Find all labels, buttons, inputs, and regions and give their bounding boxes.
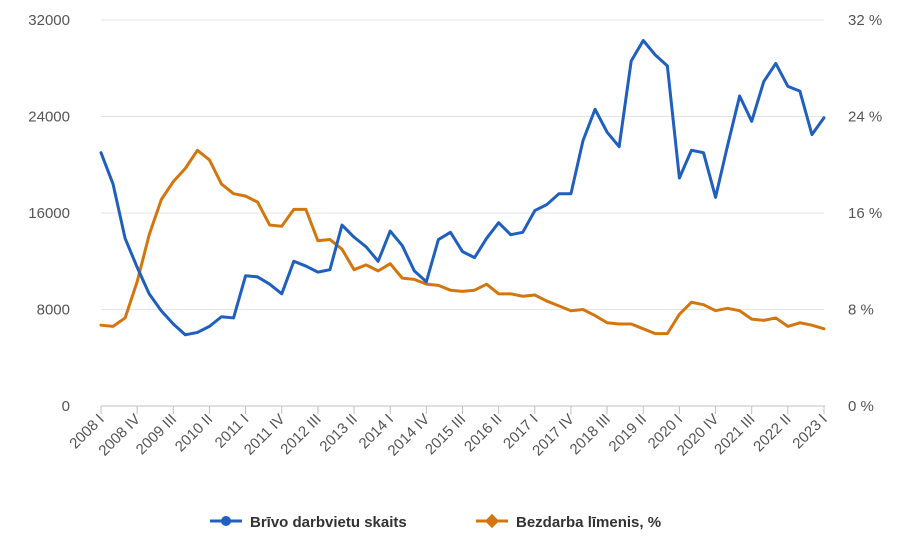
x-tick-label: 2016 II [461, 411, 505, 455]
left-tick-label: 32000 [28, 12, 70, 29]
right-tick-label: 0 % [848, 398, 874, 415]
gridlines [101, 19, 824, 310]
x-tick-label: 2018 III [567, 411, 614, 458]
legend-label-vacancies: Brīvo darbvietu skaits [250, 514, 407, 531]
legend-label-unemployment: Bezdarba līmenis, % [516, 514, 661, 531]
left-tick-label: 0 [62, 398, 70, 415]
series-line-vacancies[interactable] [99, 39, 826, 337]
left-axis-ticks: 0 8000 16000 24000 32000 [28, 12, 70, 415]
series-line-unemployment[interactable] [99, 148, 826, 336]
x-tick-label: 2021 III [711, 411, 758, 458]
x-tick-label: 2013 II [316, 411, 360, 455]
x-tick-label: 2010 II [172, 411, 216, 455]
legend-circle-marker [221, 516, 231, 526]
left-tick-label: 16000 [28, 205, 70, 222]
x-tick-label: 2019 II [606, 411, 650, 455]
legend-item-unemployment[interactable]: Bezdarba līmenis, % [476, 513, 661, 531]
x-tick-label: 2022 II [750, 411, 794, 455]
left-tick-label: 24000 [28, 109, 70, 126]
right-tick-label: 8 % [848, 302, 874, 319]
x-tick-label: 2012 III [277, 411, 324, 458]
right-axis-ticks: 0 % 8 % 16 % 24 % 32 % [848, 12, 882, 415]
x-tick-label: 2009 III [133, 411, 180, 458]
right-tick-label: 24 % [848, 109, 882, 126]
legend[interactable]: Brīvo darbvietu skaits Bezdarba līmenis,… [210, 513, 661, 531]
x-tick-label: 2023 I [789, 411, 831, 453]
legend-diamond-marker [484, 513, 500, 529]
x-tick-label: 2015 III [422, 411, 469, 458]
series-lines [99, 39, 826, 337]
right-tick-label: 32 % [848, 12, 882, 29]
legend-item-vacancies[interactable]: Brīvo darbvietu skaits [210, 514, 407, 531]
left-tick-label: 8000 [37, 302, 70, 319]
right-tick-label: 16 % [848, 205, 882, 222]
